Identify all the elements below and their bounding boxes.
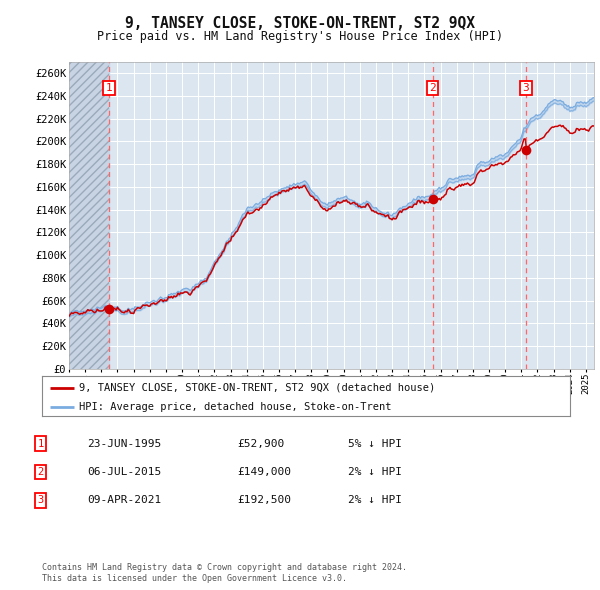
Text: 3: 3 [38, 496, 44, 505]
Text: 9, TANSEY CLOSE, STOKE-ON-TRENT, ST2 9QX (detached house): 9, TANSEY CLOSE, STOKE-ON-TRENT, ST2 9QX… [79, 383, 435, 393]
Text: Contains HM Land Registry data © Crown copyright and database right 2024.: Contains HM Land Registry data © Crown c… [42, 563, 407, 572]
Text: 5% ↓ HPI: 5% ↓ HPI [348, 439, 402, 448]
Text: 2: 2 [38, 467, 44, 477]
Text: HPI: Average price, detached house, Stoke-on-Trent: HPI: Average price, detached house, Stok… [79, 402, 391, 412]
Text: 1: 1 [106, 83, 112, 93]
Text: £149,000: £149,000 [237, 467, 291, 477]
Bar [69, 62, 109, 369]
Text: 23-JUN-1995: 23-JUN-1995 [87, 439, 161, 448]
Text: £52,900: £52,900 [237, 439, 284, 448]
Text: 2% ↓ HPI: 2% ↓ HPI [348, 467, 402, 477]
Text: 09-APR-2021: 09-APR-2021 [87, 496, 161, 505]
Text: 2: 2 [429, 83, 436, 93]
Text: 9, TANSEY CLOSE, STOKE-ON-TRENT, ST2 9QX: 9, TANSEY CLOSE, STOKE-ON-TRENT, ST2 9QX [125, 16, 475, 31]
Text: This data is licensed under the Open Government Licence v3.0.: This data is licensed under the Open Gov… [42, 573, 347, 583]
Text: Price paid vs. HM Land Registry's House Price Index (HPI): Price paid vs. HM Land Registry's House … [97, 30, 503, 43]
Text: 3: 3 [523, 83, 529, 93]
Text: £192,500: £192,500 [237, 496, 291, 505]
Bar [69, 62, 109, 369]
Text: 06-JUL-2015: 06-JUL-2015 [87, 467, 161, 477]
Text: 2% ↓ HPI: 2% ↓ HPI [348, 496, 402, 505]
Text: 1: 1 [38, 439, 44, 448]
